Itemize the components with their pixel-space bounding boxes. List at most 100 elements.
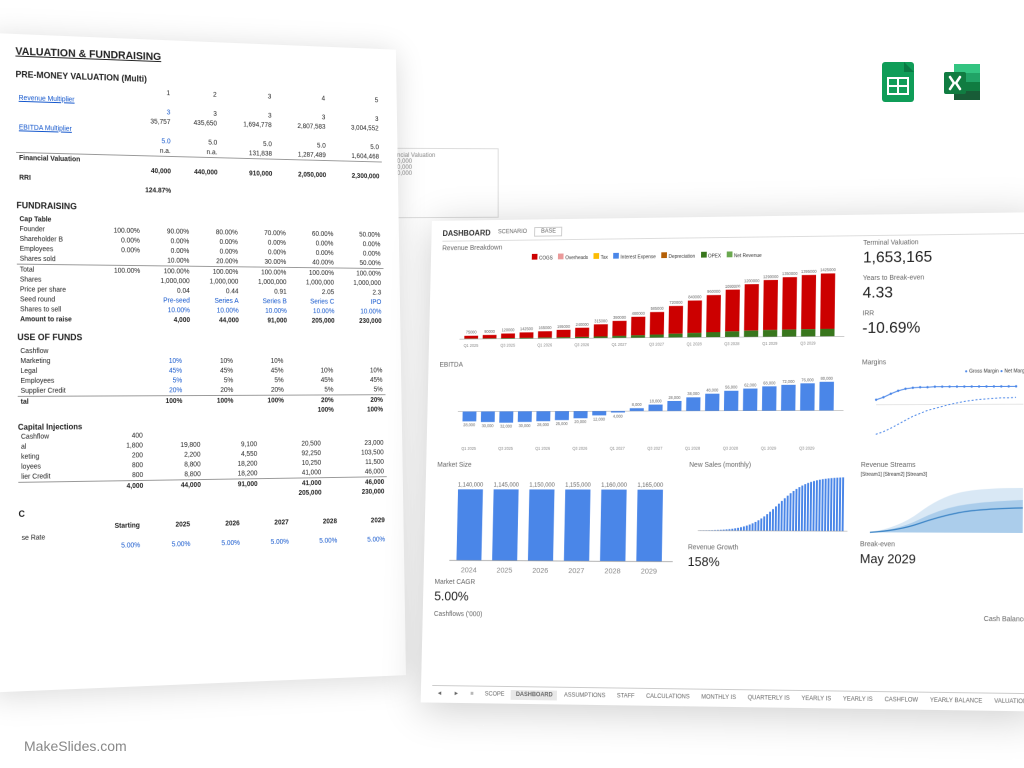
svg-text:2028: 2028 [604, 566, 620, 575]
tab-yearly-is[interactable]: YEARLY IS [796, 694, 836, 705]
svg-text:390000: 390000 [613, 315, 627, 320]
tab-dashboard[interactable]: DASHBOARD [511, 690, 557, 700]
svg-text:75000: 75000 [466, 330, 478, 335]
sheet-title: VALUATION & FUNDRAISING [15, 46, 380, 72]
svg-text:2026: 2026 [532, 566, 548, 575]
tab-staff[interactable]: STAFF [612, 691, 639, 701]
svg-text:1,165,000: 1,165,000 [637, 482, 664, 488]
revenue-streams-chart: Revenue Streams [Stream1] [Stream2] [Str… [859, 462, 1024, 608]
svg-text:25,000: 25,000 [556, 421, 569, 426]
tab-calculations[interactable]: CALCULATIONS [641, 692, 694, 703]
svg-text:1,155,000: 1,155,000 [565, 482, 591, 488]
svg-text:48,000: 48,000 [706, 387, 719, 392]
svg-text:90000: 90000 [484, 329, 496, 334]
svg-text:28,000: 28,000 [463, 422, 476, 427]
svg-text:1,150,000: 1,150,000 [529, 482, 555, 488]
svg-text:1425000: 1425000 [820, 267, 836, 272]
ebitda-chart-svg: 28,00030,00032,00030,00028,00025,00020,0… [438, 369, 854, 451]
cap-table: Cap Table Founder100.00%90.00%80.00%70.0… [16, 214, 384, 326]
margins-chart-svg [861, 374, 1024, 454]
svg-text:1350000: 1350000 [782, 271, 798, 276]
svg-text:Q1 2029: Q1 2029 [761, 445, 777, 450]
svg-text:2025: 2025 [496, 565, 512, 574]
svg-text:4,000: 4,000 [613, 413, 624, 418]
svg-text:2027: 2027 [568, 566, 584, 575]
svg-text:1200000: 1200000 [744, 278, 760, 283]
svg-text:18,000: 18,000 [650, 398, 663, 403]
dashboard-spreadsheet: DASHBOARD SCENARIO BASE Revenue Breakdow… [421, 212, 1024, 711]
svg-text:Q3 2028: Q3 2028 [724, 341, 740, 346]
svg-text:315000: 315000 [594, 318, 608, 323]
svg-text:68,000: 68,000 [763, 380, 776, 385]
tab-quarterly-is[interactable]: QUARTERLY IS [743, 693, 795, 704]
svg-text:72,000: 72,000 [782, 379, 795, 384]
svg-text:76,000: 76,000 [801, 377, 814, 382]
app-icons [876, 60, 984, 104]
market-chart-svg: 1,140,000 2024 1,145,000 2025 1,150,000 2026 1… [435, 471, 682, 576]
svg-text:12,000: 12,000 [593, 416, 606, 421]
svg-text:Q3 2027: Q3 2027 [649, 342, 665, 347]
use-of-funds-table: Cashflow Marketing10%10%10% Legal45%45%4… [17, 346, 385, 417]
svg-text:56,000: 56,000 [725, 385, 738, 390]
sheet-tabs: ◄►≡ SCOPE DASHBOARD ASSUMPTIONS STAFF CA… [432, 685, 1024, 707]
svg-text:Q1 2027: Q1 2027 [612, 342, 628, 347]
capital-injections-table: Cashflow400 al1,80019,8009,10020,50023,0… [18, 428, 387, 502]
years-breakeven-value: 4.33 [863, 283, 1024, 302]
cash-balance-label: Cash Balance [984, 616, 1024, 623]
svg-text:585000: 585000 [651, 306, 665, 311]
svg-text:Q3 2025: Q3 2025 [498, 446, 514, 451]
svg-text:120000: 120000 [502, 328, 516, 333]
revenue-chart-svg: 75000 90000 120000 142500 165000 195000 240000… [440, 260, 855, 355]
svg-text:62,000: 62,000 [744, 382, 757, 387]
margins-chart: Margins ● Gross Margin ● Net Margin [861, 358, 1024, 454]
use-of-funds-section: USE OF FUNDS [17, 332, 384, 343]
tab-yearly-balance[interactable]: YEARLY BALANCE [925, 696, 987, 707]
svg-text:Q3 2029: Q3 2029 [800, 341, 816, 346]
google-sheets-icon [876, 60, 920, 104]
market-size-chart: Market Size 1,140,00020241,145,00020251,… [434, 462, 682, 605]
cashflows-label: Cashflows ('000) [434, 611, 483, 618]
svg-text:Q3 2029: Q3 2029 [799, 445, 815, 450]
tab-monthly-is[interactable]: MONTHLY IS [696, 693, 741, 704]
tab-yearly-is-2[interactable]: YEARLY IS [838, 695, 878, 706]
new-sales-chart: New Sales (monthly) Revenue Growth 158% [687, 462, 853, 607]
svg-text:1,140,000: 1,140,000 [458, 482, 484, 488]
svg-text:Q3 2026: Q3 2026 [574, 342, 590, 347]
tab-valuation[interactable]: VALUATION [989, 697, 1024, 708]
excel-icon [940, 60, 984, 104]
svg-text:142500: 142500 [520, 326, 534, 331]
scenario-selector[interactable]: BASE [534, 227, 562, 237]
revenue-growth-value: 158% [688, 554, 852, 570]
svg-text:Q3 2027: Q3 2027 [647, 445, 663, 450]
dashboard-title: DASHBOARD [443, 228, 491, 237]
svg-text:Q1 2026: Q1 2026 [537, 342, 553, 347]
svg-text:1395000: 1395000 [801, 269, 817, 274]
svg-text:195000: 195000 [557, 324, 571, 329]
svg-text:Q1 2029: Q1 2029 [762, 341, 778, 346]
svg-text:38,000: 38,000 [687, 391, 700, 396]
svg-text:165000: 165000 [538, 325, 552, 330]
ebitda-chart: EBITDA 28,00030,00032,00030,00028,00025,… [438, 359, 855, 454]
svg-text:2024: 2024 [461, 565, 477, 574]
svg-text:1,145,000: 1,145,000 [493, 482, 519, 488]
svg-text:30,000: 30,000 [519, 423, 532, 428]
svg-text:Q3 2025: Q3 2025 [500, 343, 516, 348]
watermark: MakeSlides.com [24, 738, 127, 754]
svg-text:240000: 240000 [576, 322, 590, 327]
tab-cashflow[interactable]: CASHFLOW [880, 695, 923, 706]
svg-text:2029: 2029 [641, 566, 657, 575]
svg-text:Q1 2025: Q1 2025 [461, 446, 477, 451]
rate-table: Starting20252026202720282029 se Rate 5.0… [19, 515, 388, 553]
svg-text:Q1 2027: Q1 2027 [610, 445, 626, 450]
tab-assumptions[interactable]: ASSUMPTIONS [559, 691, 610, 702]
pre-money-table: 12345 Revenue Multiplier 33333 35,757435… [16, 83, 383, 200]
newsales-chart-svg [688, 472, 853, 541]
streams-chart-svg [860, 478, 1024, 538]
svg-text:30,000: 30,000 [482, 423, 495, 428]
tab-scope[interactable]: SCOPE [480, 690, 509, 700]
svg-text:8,000: 8,000 [632, 402, 643, 407]
svg-text:960000: 960000 [707, 289, 721, 294]
revenue-breakdown-chart: Revenue Breakdown COGS Overheads Tax Int… [440, 240, 856, 354]
metrics-box: Terminal Valuation 1,653,165 Years to Br… [862, 238, 1024, 352]
svg-text:Q3 2026: Q3 2026 [572, 445, 588, 450]
